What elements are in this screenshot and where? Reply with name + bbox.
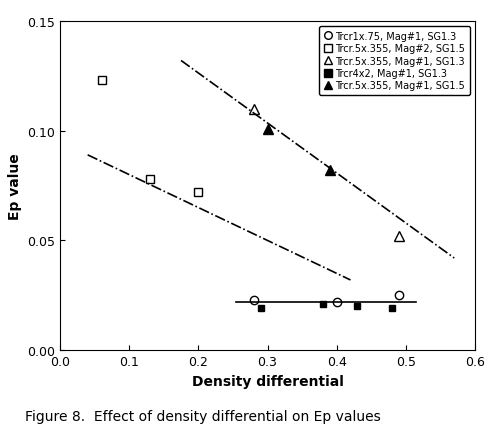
Text: Figure 8.  Effect of density differential on Ep values: Figure 8. Effect of density differential… xyxy=(25,410,381,424)
Legend: Trcr1x.75, Mag#1, SG1.3, Trcr.5x.355, Mag#2, SG1.5, Trcr.5x.355, Mag#1, SG1.3, T: Trcr1x.75, Mag#1, SG1.3, Trcr.5x.355, Ma… xyxy=(319,27,470,96)
X-axis label: Density differential: Density differential xyxy=(192,374,344,388)
Y-axis label: Ep value: Ep value xyxy=(8,153,22,219)
